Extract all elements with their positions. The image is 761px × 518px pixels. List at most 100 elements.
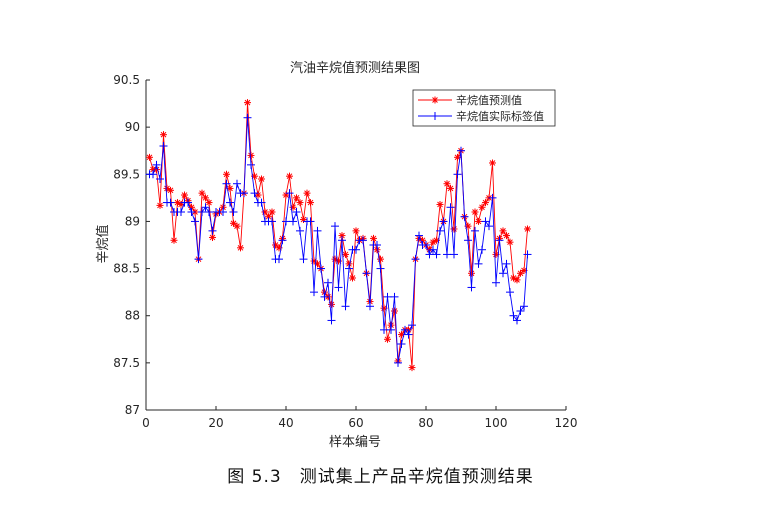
predicted-point (471, 208, 479, 216)
actual-point (390, 292, 399, 301)
actual-point (422, 241, 430, 249)
actual-point (292, 208, 301, 216)
star-marker-stroke (146, 154, 153, 161)
predicted-point (503, 232, 510, 240)
star-marker-stroke (454, 154, 461, 161)
predicted-point (468, 269, 475, 277)
star-marker-stroke (479, 204, 485, 211)
actual-point (506, 288, 514, 297)
actual-point (453, 170, 462, 179)
axes (145, 79, 567, 411)
star-marker-stroke (374, 246, 380, 253)
actual-point (523, 250, 532, 259)
x-tick-label: 100 (485, 416, 508, 430)
star-marker-stroke (353, 228, 359, 234)
star-marker-stroke (384, 336, 391, 343)
predicted-point (391, 307, 398, 315)
predicted-point (408, 364, 416, 372)
predicted-point (181, 191, 188, 199)
actual-point (184, 198, 192, 207)
actual-point (460, 212, 469, 221)
x-tick-label: 120 (555, 416, 578, 430)
predicted-point (447, 184, 454, 192)
actual-point (334, 283, 343, 292)
star-marker-stroke (199, 190, 205, 196)
actual-point (240, 189, 248, 198)
star-marker-stroke (269, 209, 275, 215)
x-tick-label: 20 (208, 416, 223, 430)
predicted-point (499, 227, 507, 235)
actual-point (268, 217, 276, 226)
actual-point (317, 264, 325, 273)
star-marker-stroke (444, 180, 450, 187)
y-tick-label: 87 (125, 403, 140, 417)
legend-label: 辛烷值实际标签值 (456, 109, 544, 123)
predicted-point (478, 203, 486, 211)
star-marker-stroke (381, 305, 387, 311)
legend-box (412, 89, 556, 127)
figure-caption: 图 5.3 测试集上产品辛烷值预测结果 (227, 467, 534, 487)
actual-point (222, 179, 231, 188)
actual-point (488, 193, 497, 202)
actual-point (156, 175, 164, 183)
star-marker-stroke (388, 322, 394, 328)
star-marker-stroke (521, 267, 527, 274)
actual-point (513, 316, 521, 325)
predicted-point (258, 175, 265, 183)
star-marker-stroke (489, 160, 496, 166)
predicted-point (202, 194, 209, 202)
actual-point (401, 325, 409, 334)
series-predicted (146, 99, 531, 372)
star-marker-stroke (297, 199, 303, 206)
predicted-point (489, 159, 496, 167)
chart-title: 汽油辛烷值预测结果图 (290, 60, 420, 76)
star-marker-stroke (258, 176, 265, 182)
predicted-point (247, 151, 255, 159)
star-marker-stroke (300, 216, 307, 223)
actual-point (495, 236, 504, 245)
x-tick-label: 0 (142, 416, 150, 430)
star-marker-stroke (447, 185, 454, 192)
actual-point (362, 269, 371, 278)
series-group (145, 99, 532, 372)
star-marker-stroke (339, 232, 345, 239)
actual-point (152, 160, 161, 169)
actual-point (397, 340, 406, 348)
star-marker-stroke (157, 202, 163, 209)
actual-point (439, 217, 448, 226)
predicted-point (160, 131, 167, 139)
actual-point (352, 245, 360, 254)
actual-point (219, 208, 227, 216)
actual-point (177, 208, 185, 216)
star-marker-stroke (472, 209, 478, 215)
star-marker-stroke (160, 131, 167, 138)
actual-point (516, 307, 525, 315)
predicted-point (296, 199, 304, 207)
star-marker-stroke (237, 245, 244, 251)
actual-point (415, 231, 423, 240)
predicted-point (209, 233, 216, 241)
actual-point (226, 198, 234, 207)
predicted-point (524, 225, 531, 233)
star-marker-stroke (432, 97, 438, 103)
star-marker-stroke (346, 261, 352, 267)
predicted-point (506, 238, 514, 246)
chart-svg: 汽油辛烷值预测结果图 样本编号 辛烷值 0 20 40 60 80 100 120 87 87.… (95, 60, 578, 450)
star-marker-stroke (286, 173, 293, 179)
star-marker-stroke (510, 275, 517, 281)
y-tick-label: 90.5 (113, 73, 140, 87)
star-marker-stroke (153, 166, 160, 173)
y-tick-label: 89.5 (113, 167, 140, 181)
actual-point (250, 189, 259, 198)
star-marker-stroke (227, 185, 233, 192)
predicted-point (205, 199, 213, 207)
actual-point (247, 160, 255, 169)
star-marker-stroke (223, 171, 230, 178)
actual-point (404, 330, 413, 339)
actual-point (194, 255, 203, 264)
star-marker-stroke (307, 199, 314, 206)
star-marker-stroke (342, 251, 349, 258)
predicted-point (370, 234, 377, 242)
actual-point (387, 325, 395, 334)
actual-point (446, 203, 455, 212)
